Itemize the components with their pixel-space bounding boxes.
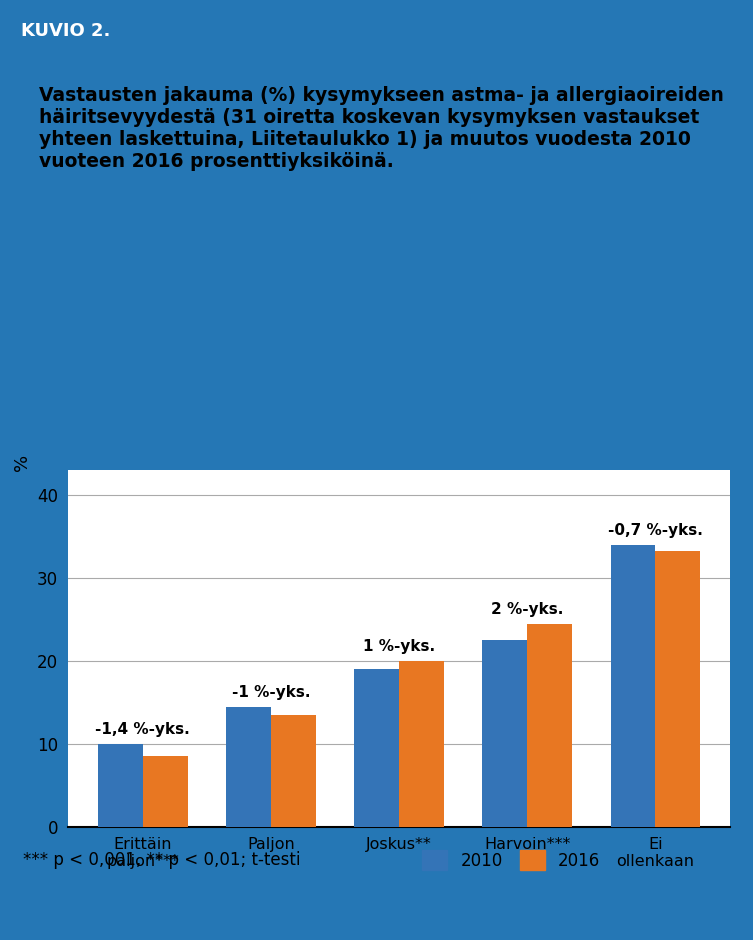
Bar bbox=[271, 715, 316, 827]
Bar bbox=[483, 640, 527, 827]
Text: 1 %-yks.: 1 %-yks. bbox=[363, 639, 435, 654]
Bar bbox=[527, 623, 572, 827]
Y-axis label: %: % bbox=[14, 454, 32, 472]
Legend: 2010, 2016: 2010, 2016 bbox=[422, 850, 600, 870]
Bar bbox=[143, 756, 187, 827]
Bar bbox=[98, 744, 143, 827]
Text: 2 %-yks.: 2 %-yks. bbox=[491, 602, 563, 617]
Text: *** p < 0,001, ** p < 0,01; t-testi: *** p < 0,001, ** p < 0,01; t-testi bbox=[23, 851, 300, 870]
Text: Vastausten jakauma (%) kysymykseen astma- ja allergiaoireiden häiritsevyydestä (: Vastausten jakauma (%) kysymykseen astma… bbox=[39, 86, 724, 171]
Text: KUVIO 2.: KUVIO 2. bbox=[21, 22, 110, 39]
Bar bbox=[655, 551, 700, 827]
Bar bbox=[226, 707, 271, 827]
Text: -1,4 %-yks.: -1,4 %-yks. bbox=[96, 723, 190, 738]
Bar bbox=[354, 669, 399, 827]
Text: -0,7 %-yks.: -0,7 %-yks. bbox=[608, 524, 703, 538]
Bar bbox=[611, 545, 655, 827]
Text: -1 %-yks.: -1 %-yks. bbox=[232, 685, 310, 700]
Bar bbox=[399, 661, 444, 827]
